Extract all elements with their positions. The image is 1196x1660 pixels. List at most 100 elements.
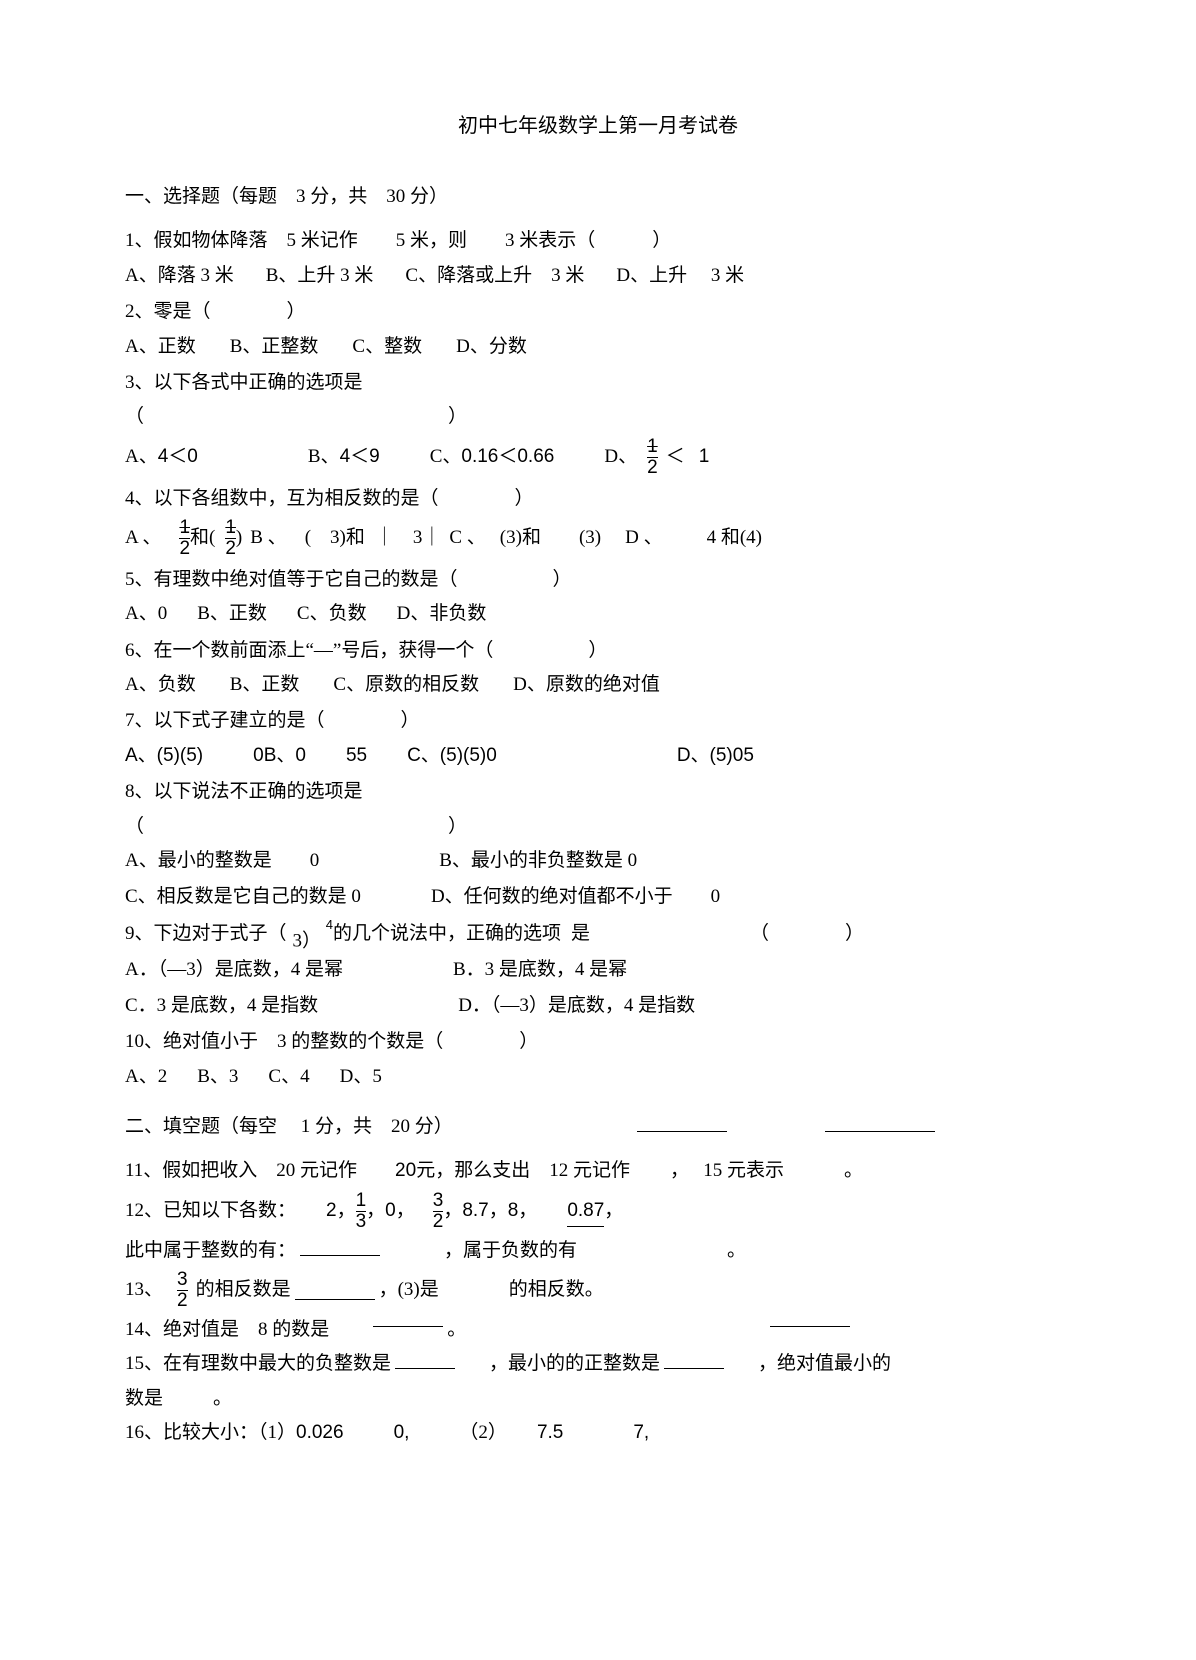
page-title: 初中七年级数学上第一月考试卷 xyxy=(125,110,1071,142)
exam-page: 初中七年级数学上第一月考试卷 一、选择题（每题 3 分，共 30 分） 1、假如… xyxy=(0,0,1196,1660)
q15-mid2: ，绝对值最小的 xyxy=(758,1349,891,1379)
q9-opt-b: B．3 是底数，4 是幂 xyxy=(453,955,627,985)
q1-opt-d: D、上升 3 米 xyxy=(616,261,744,291)
q3-text: 3、以下各式中正确的选项是 xyxy=(125,368,1071,398)
q11: 11、假如把收入 20 元记作 20 元，那么支出 12 元记作 ， 15 元表… xyxy=(125,1156,1071,1186)
q4-a-frac2: 1 2 xyxy=(225,518,236,559)
q12-n1: 2， xyxy=(326,1196,356,1226)
q13-mid2: ，(3)是 xyxy=(379,1275,439,1305)
q16-mid2: （2） xyxy=(459,1418,507,1448)
q3-d-pre: D、 xyxy=(604,442,637,472)
q14: 14、绝对值是 8 的数是 。 xyxy=(125,1315,1071,1345)
q12-comma: ， xyxy=(604,1196,623,1226)
q5-opt-c: C、负数 xyxy=(297,599,367,629)
q3-b-pre: B、 xyxy=(308,442,340,472)
q12-line2c: 。 xyxy=(727,1236,746,1266)
frac-num: 1 xyxy=(179,518,190,538)
q5-text: 5、有理数中绝对值等于它自己的数是（ ） xyxy=(125,565,1071,595)
section-1-heading: 一、选择题（每题 3 分，共 30 分） xyxy=(125,182,1071,212)
q8-options-1: A、最小的整数是 0 B、最小的非负整数是 0 xyxy=(125,846,1071,876)
q1-options: A、降落 3 米 B、上升 3 米 C、降落或上升 3 米 D、上升 3 米 xyxy=(125,261,1071,291)
q10-opt-a: A、2 xyxy=(125,1062,167,1092)
frac-num: 3 xyxy=(177,1270,188,1290)
q4-d-txt: 4 和(4) xyxy=(707,523,762,553)
blank-line xyxy=(637,1114,727,1132)
q4-b-pre: B 、 xyxy=(250,523,286,553)
frac-den: 2 xyxy=(647,457,658,478)
frac-den: 2 xyxy=(433,1211,444,1232)
q9-mid-wrap: 3） 4 xyxy=(293,925,334,957)
q1-opt-c: C、降落或上升 3 米 xyxy=(405,261,584,291)
q7-opt-c: C、(5)(5)0 xyxy=(407,741,497,771)
q16: 16、比较大小：（1） 0.026 0, （2） 7.5 7, xyxy=(125,1418,1071,1448)
q9-mid3: 是 xyxy=(571,919,590,949)
q7-opt-b1: 0B、0 xyxy=(253,741,306,771)
q2-text: 2、零是（ ） xyxy=(125,297,1071,327)
blank-line xyxy=(295,1282,375,1300)
q13: 13、 3 2 的相反数是 ，(3)是 的相反数。 xyxy=(125,1270,1071,1311)
q16-n3: 7, xyxy=(633,1418,649,1448)
q12-n3: ，8.7，8， xyxy=(443,1196,537,1226)
q3-d-lt: ＜ xyxy=(666,442,685,472)
frac-den: 2 xyxy=(177,1290,188,1311)
q9-options-1: A．（—3）是底数，4 是幂 B．3 是底数，4 是幂 xyxy=(125,955,1071,985)
q16-mid1: 0, xyxy=(394,1418,410,1448)
q6-opt-d: D、原数的绝对值 xyxy=(513,670,660,700)
q1-opt-b: B、上升 3 米 xyxy=(266,261,374,291)
q3-options: A、 4＜0 B、 4＜9 C、 0.16＜0.66 D、 1 2 ＜ 1 xyxy=(125,437,1071,478)
q12-line2a: 此中属于整数的有： xyxy=(125,1236,296,1266)
q3-d-rhs: 1 xyxy=(699,442,710,472)
q2-opt-d: D、分数 xyxy=(456,332,527,362)
q3-c-expr: 0.16＜0.66 xyxy=(461,442,554,472)
q6-opt-b: B、正数 xyxy=(230,670,300,700)
q15-mid1: ，最小的的正整数是 xyxy=(489,1349,660,1379)
q12-n4: 0.87 xyxy=(567,1196,604,1227)
q12-line2: 此中属于整数的有： ，属于负数的有 。 xyxy=(125,1236,1071,1266)
q1-text: 1、假如物体降落 5 米记作 5 米，则 3 米表示（ ） xyxy=(125,226,1071,256)
blank-line xyxy=(395,1351,455,1369)
frac-den: 2 xyxy=(179,538,190,559)
q9-text: 9、下边对于式子（ 3） 4 的几个说法中，正确的选项 是 （ ） xyxy=(125,919,1071,951)
q6-opt-a: A、负数 xyxy=(125,670,196,700)
q14-end: 。 xyxy=(447,1315,466,1345)
q4-a-mid: 和( xyxy=(190,523,215,553)
blank-line xyxy=(825,1114,935,1132)
q7-opt-d: D、(5)05 xyxy=(677,741,754,771)
q3-a-expr: 4＜0 xyxy=(158,442,198,472)
blank-line xyxy=(664,1351,724,1369)
q3-paren: （ ） xyxy=(125,402,1071,432)
q5-options: A、0 B、正数 C、负数 D、非负数 xyxy=(125,599,1071,629)
q8-text: 8、以下说法不正确的选项是 xyxy=(125,777,1071,807)
q13-mid1: 的相反数是 xyxy=(196,1275,291,1305)
q3-c-pre: C、 xyxy=(430,442,462,472)
q2-options: A、正数 B、正整数 C、整数 D、分数 xyxy=(125,332,1071,362)
blank-line xyxy=(300,1238,380,1256)
q8-opt-d: D、任何数的绝对值都不小于 0 xyxy=(431,882,720,912)
q7-text: 7、以下式子建立的是（ ） xyxy=(125,706,1071,736)
q12-line2b: ，属于负数的有 xyxy=(444,1236,577,1266)
q12-n2: ，0， xyxy=(366,1196,415,1226)
q9-mid2: 的几个说法中，正确的选项 xyxy=(333,919,561,949)
section-2-heading-row: 二、填空题（每空 1 分，共 20 分） xyxy=(125,1112,1071,1142)
q6-options: A、负数 B、正数 C、原数的相反数 D、原数的绝对值 xyxy=(125,670,1071,700)
q10-opt-c: C、4 xyxy=(268,1062,309,1092)
q8-opt-b: B、最小的非负整数是 0 xyxy=(439,846,637,876)
q10-opt-d: D、5 xyxy=(340,1062,382,1092)
q11-mid1: 20 xyxy=(395,1156,416,1186)
q8-opt-a: A、最小的整数是 0 xyxy=(125,846,319,876)
q4-b-mid2: ｜ 3｜ xyxy=(375,523,442,553)
q12-pre: 12、已知以下各数： xyxy=(125,1196,296,1226)
q6-opt-c: C、原数的相反数 xyxy=(333,670,479,700)
q4-options: A 、 1 2 和( 1 2 ) B 、 ( 3)和 ｜ 3｜ C 、 (3)和… xyxy=(125,518,1071,559)
q9-opt-a: A．（—3）是底数，4 是幂 xyxy=(125,955,343,985)
q16-n1: 0.026 xyxy=(296,1418,344,1448)
q4-text: 4、以下各组数中，互为相反数的是（ ） xyxy=(125,484,1071,514)
q7-options: A、(5)(5) 0B、0 55 C、(5)(5)0 D、(5)05 xyxy=(125,741,1071,771)
q3-a-pre: A、 xyxy=(125,442,158,472)
q11-pre: 11、假如把收入 20 元记作 xyxy=(125,1156,395,1186)
q2-opt-b: B、正整数 xyxy=(230,332,319,362)
q13-pre: 13、 xyxy=(125,1275,163,1305)
q11-mid2: 元，那么支出 12 元记作 xyxy=(416,1156,630,1186)
q7-opt-a: A、(5)(5) xyxy=(125,741,203,771)
q4-c-pre: C 、 xyxy=(449,523,485,553)
